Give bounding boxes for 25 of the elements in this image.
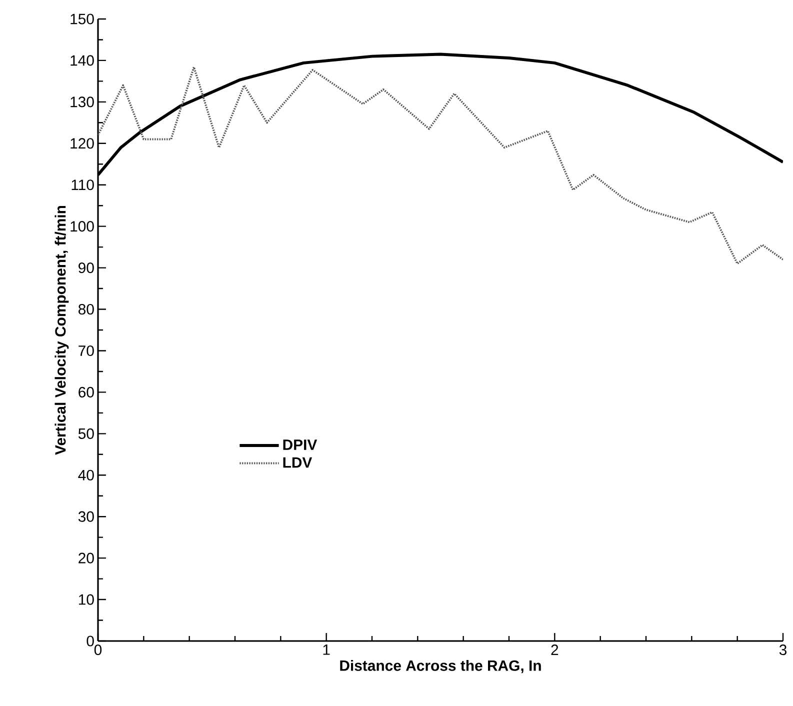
legend-label: DPIV xyxy=(283,440,318,450)
y-tick-label: 150 xyxy=(70,14,94,24)
y-tick-label: 90 xyxy=(78,262,94,274)
y-tick-label: 110 xyxy=(72,180,94,190)
y-tick-label: 40 xyxy=(78,470,94,480)
x-tick-label: 0 xyxy=(94,644,102,656)
x-tick-label: 3 xyxy=(779,644,787,656)
y-tick-label: 100 xyxy=(70,221,94,232)
y-tick-label: 50 xyxy=(78,428,94,439)
y-tick-label: 60 xyxy=(78,386,94,398)
y-tick-label: 30 xyxy=(78,511,94,522)
x-tick-label: 1 xyxy=(323,644,330,655)
y-tick-label: 10 xyxy=(79,594,94,605)
x-axis-title: Distance Across the RAG, In xyxy=(340,660,541,674)
y-tick-label: 0 xyxy=(86,636,94,646)
y-axis-title: Vertical Velocity Component, ft/min xyxy=(54,206,69,455)
x-tick-label: 2 xyxy=(551,644,558,655)
y-tick-label: 130 xyxy=(70,96,94,108)
y-tick-label: 80 xyxy=(78,304,94,315)
y-tick-label: 120 xyxy=(70,138,94,149)
y-tick-label: 20 xyxy=(78,552,94,564)
y-tick-label: 140 xyxy=(70,55,94,66)
line-series xyxy=(98,66,784,265)
legend-label: LDV xyxy=(283,457,312,468)
y-tick-label: 70 xyxy=(78,345,94,356)
